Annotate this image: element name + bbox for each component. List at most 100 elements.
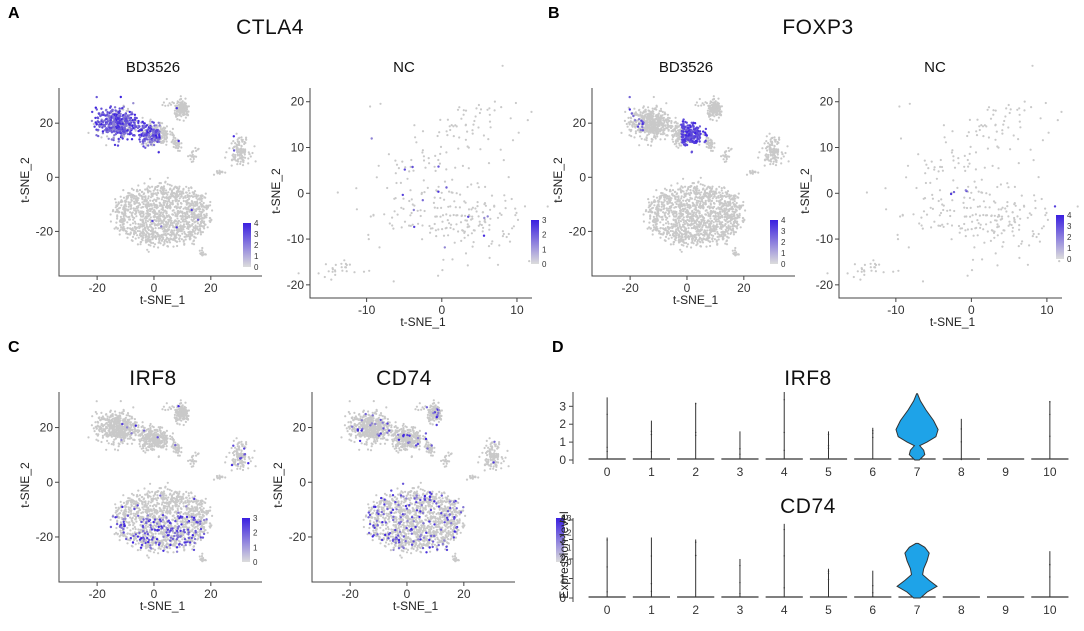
- cell-point: [664, 239, 667, 242]
- cell-point: [118, 206, 122, 209]
- y-axis-label: t-SNE_2: [18, 157, 32, 203]
- cell-point-expressed: [116, 144, 120, 147]
- cell-point: [692, 242, 695, 245]
- cell-point: [678, 216, 681, 219]
- cell-point-expressed: [126, 129, 129, 132]
- cell-point: [477, 186, 480, 189]
- cell-point-expressed: [117, 140, 120, 143]
- cell-point: [159, 187, 162, 190]
- cell-point: [725, 191, 728, 194]
- cell-point: [158, 239, 161, 242]
- cell-point: [728, 193, 731, 196]
- cell-point: [130, 187, 134, 190]
- cell-point: [443, 198, 446, 201]
- cell-point: [709, 213, 712, 216]
- cell-point-expressed: [119, 112, 122, 116]
- cell-point: [676, 226, 680, 229]
- cell-point: [666, 232, 669, 235]
- cell-point: [126, 232, 129, 236]
- cell-point: [151, 126, 154, 129]
- cell-point: [175, 112, 178, 115]
- cell-point: [410, 198, 413, 201]
- cell-point: [194, 214, 197, 217]
- cell-point: [416, 209, 419, 212]
- cell-point: [685, 189, 688, 192]
- cell-point: [152, 192, 155, 195]
- cell-point: [660, 115, 663, 118]
- cell-point: [638, 144, 641, 147]
- cell-point: [92, 122, 95, 126]
- cell-point-expressed: [132, 121, 136, 124]
- cell-point: [716, 230, 719, 234]
- cell-point: [207, 204, 210, 207]
- cell-point: [684, 199, 688, 202]
- cell-point: [680, 237, 683, 240]
- cell-point: [128, 218, 132, 221]
- legend-tick-label: 2: [254, 241, 259, 250]
- cell-point: [134, 237, 137, 240]
- cell-point: [202, 205, 205, 208]
- cell-point: [647, 109, 650, 112]
- cell-point: [234, 156, 237, 159]
- cell-point: [719, 105, 722, 108]
- cell-point-expressed: [104, 109, 108, 112]
- x-axis-label: t-SNE_1: [400, 315, 446, 329]
- cell-point: [640, 137, 643, 140]
- cell-point: [663, 127, 666, 130]
- cell-point: [153, 209, 156, 212]
- cell-point: [414, 136, 417, 139]
- cell-point-expressed: [116, 124, 120, 127]
- cell-point: [693, 225, 696, 228]
- cell-point: [455, 223, 458, 226]
- cell-point: [129, 211, 132, 214]
- cell-point: [129, 223, 132, 226]
- cell-point: [649, 214, 652, 217]
- cell-point: [665, 218, 668, 221]
- cell-point: [669, 190, 672, 193]
- cell-point-expressed: [151, 134, 155, 137]
- cell-point: [220, 170, 223, 173]
- cell-point: [667, 222, 670, 225]
- cell-point: [510, 227, 514, 230]
- cell-point: [190, 233, 193, 236]
- cell-point: [204, 253, 207, 256]
- cell-point: [735, 209, 738, 212]
- cell-point: [733, 200, 736, 203]
- cell-point: [653, 108, 656, 111]
- cell-point: [179, 230, 182, 233]
- cell-point: [674, 201, 677, 204]
- cell-point: [427, 157, 430, 160]
- cell-point: [423, 191, 426, 194]
- cell-point: [396, 213, 399, 216]
- cell-point: [119, 195, 122, 198]
- cell-point: [419, 214, 422, 218]
- cell-point: [158, 236, 161, 239]
- cell-point: [704, 201, 707, 204]
- cell-point: [546, 205, 549, 208]
- cell-point: [637, 114, 640, 117]
- cell-point: [143, 226, 146, 229]
- cell-point: [126, 197, 129, 200]
- cell-point: [711, 190, 714, 193]
- cell-point: [173, 235, 176, 238]
- cell-point: [689, 189, 692, 192]
- cell-point-expressed: [196, 218, 200, 221]
- cell-point: [471, 206, 474, 209]
- cell-point: [151, 185, 154, 188]
- cell-point: [142, 228, 145, 231]
- cell-point: [180, 195, 183, 198]
- cell-point: [711, 118, 714, 122]
- cell-point: [735, 225, 739, 228]
- cell-point: [712, 221, 715, 224]
- legend-tick-label: 0: [254, 263, 259, 272]
- cell-point: [141, 195, 144, 198]
- cell-point: [122, 222, 125, 225]
- cell-point: [194, 232, 197, 235]
- cell-point: [706, 229, 709, 232]
- cell-point: [154, 192, 157, 195]
- cell-point: [111, 210, 114, 213]
- cell-point: [723, 218, 726, 221]
- cell-point: [192, 226, 195, 229]
- cell-point: [730, 215, 733, 218]
- cell-point: [162, 191, 165, 194]
